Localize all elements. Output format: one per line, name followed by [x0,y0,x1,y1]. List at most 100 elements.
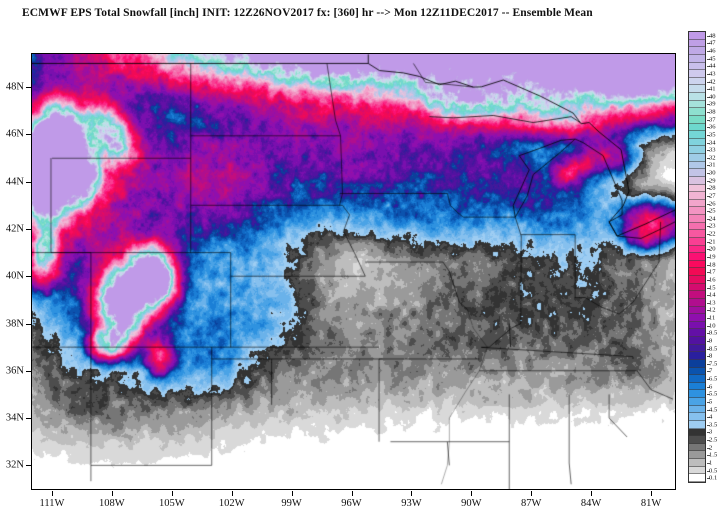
colorbar-label: 41 [709,85,716,93]
snowfall-contour-field [32,54,675,489]
colorbar-swatch [689,413,705,421]
colorbar-label: 8.5 [709,345,718,353]
colorbar-swatch [689,390,705,399]
x-axis-label: 102W [218,498,245,509]
colorbar-swatch [689,291,705,299]
y-axis-label: 38N [5,318,24,329]
colorbar-tick [707,157,710,159]
colorbar-swatch [689,253,705,261]
colorbar-swatch [689,207,705,216]
x-axis-label: 93W [401,498,422,509]
colorbar-tick [707,127,710,129]
colorbar-swatch [689,459,705,467]
colorbar-tick [707,58,710,60]
colorbar-label: 22 [709,230,716,238]
x-axis-tick [351,491,353,496]
colorbar-tick [707,348,710,350]
colorbar-label: 47 [709,39,716,47]
x-axis-label: 96W [341,498,362,509]
page-title: ECMWF EPS Total Snowfall [inch] INIT: 12… [22,7,593,19]
colorbar-label: 21 [709,238,716,246]
x-axis-label: 99W [281,498,302,509]
colorbar-tick [707,43,710,45]
x-axis-tick [291,491,293,496]
colorbar-swatch [689,123,705,132]
colorbar-label: 45 [709,55,716,63]
colorbar-tick [707,241,710,243]
colorbar-tick [707,478,710,480]
colorbar-tick [707,447,710,449]
colorbar-swatch [689,146,705,155]
y-axis-label: 40N [5,270,24,282]
colorbar-label: 4 [709,413,713,421]
colorbar-tick [707,432,710,434]
colorbar-label: 27 [709,192,716,200]
y-axis-label: 42N [5,223,24,235]
colorbar-swatch [689,382,705,391]
colorbar-swatch [689,192,705,200]
colorbar-label: 28 [709,184,716,192]
colorbar-tick [707,165,710,167]
colorbar-label: 20 [709,245,716,253]
colorbar-tick [707,195,710,197]
colorbar-swatch [689,54,705,63]
y-axis-tick [26,181,31,183]
colorbar-swatch [689,245,705,254]
colorbar-tick [707,455,710,457]
y-axis-label: 34N [5,412,24,424]
y-axis-tick [26,276,31,278]
x-axis-tick [531,491,533,496]
colorbar-tick [707,173,710,175]
x-axis-tick [411,491,413,496]
y-axis-tick [26,370,31,372]
y-axis-tick [26,323,31,325]
y-axis-tick [26,465,31,467]
colorbar-swatch [689,337,705,345]
colorbar-label: 4.5 [709,406,718,414]
x-axis-label: 90W [461,498,482,509]
colorbar-swatch [689,32,705,40]
colorbar-label: 3 [709,428,713,436]
colorbar-tick [707,218,710,220]
colorbar-tick [707,356,710,358]
colorbar-label: 39 [709,100,716,108]
colorbar-label: 16 [709,276,716,284]
colorbar-swatch [689,77,705,86]
colorbar-label: 24 [709,215,716,223]
colorbar-label: 5.5 [709,390,718,398]
colorbar-label: 2.5 [709,436,718,444]
colorbar-label: 19 [709,253,716,261]
colorbar-swatch [689,436,705,444]
y-axis-label: 36N [5,365,24,377]
colorbar-tick [707,302,710,304]
x-axis-tick [111,491,113,496]
colorbar-swatch [689,367,705,376]
colorbar-label: 0.1 [709,474,718,482]
colorbar-swatch [689,276,705,284]
colorbar-tick [707,325,710,327]
colorbar-tick [707,279,710,281]
x-axis-label: 105W [158,498,185,509]
colorbar-swatch [689,222,705,231]
colorbar-swatch [689,85,705,93]
colorbar-swatch [689,154,705,162]
colorbar-swatch [689,39,705,48]
colorbar[interactable] [688,31,706,483]
colorbar-label: 35 [709,131,716,139]
colorbar-swatch [689,108,705,116]
y-axis-label: 46N [5,128,24,140]
colorbar-label: 37 [709,116,716,124]
colorbar-label: 7.5 [709,360,718,368]
colorbar-label: 1.5 [709,451,718,459]
map-plot-area[interactable] [31,53,676,490]
colorbar-swatch [689,352,705,360]
colorbar-label: 12 [709,306,716,314]
colorbar-label: 32 [709,154,716,162]
colorbar-swatch [689,474,705,482]
colorbar-swatch [689,176,705,185]
colorbar-label: 26 [709,200,716,208]
colorbar-label: 7 [709,367,713,375]
colorbar-label: 40 [709,93,716,101]
colorbar-tick [707,272,710,274]
colorbar-swatch [689,344,705,353]
